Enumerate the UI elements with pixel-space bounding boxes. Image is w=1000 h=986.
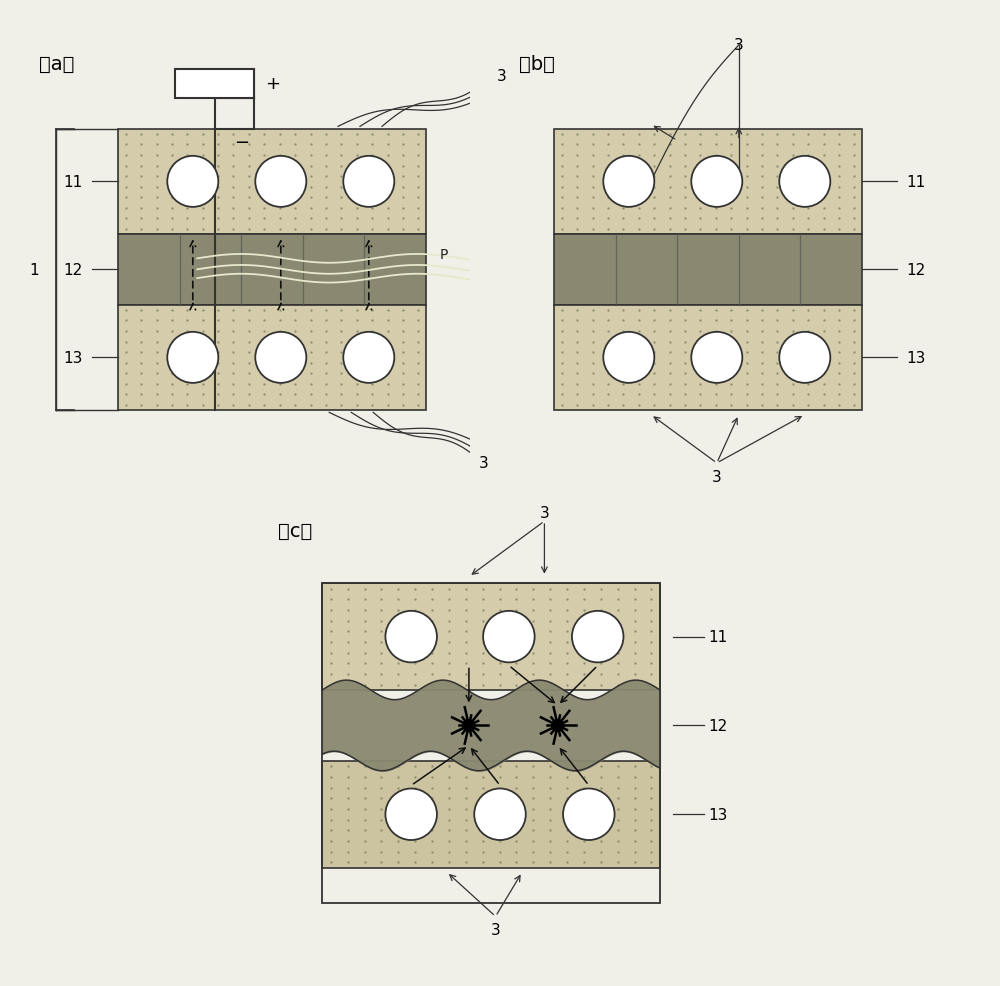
Bar [118,235,426,306]
Bar [554,306,862,411]
Text: −: − [234,134,249,152]
Text: 3: 3 [479,456,489,471]
Text: （c）: （c） [278,522,312,540]
Circle shape [552,720,564,732]
Circle shape [343,332,394,384]
Text: 12: 12 [906,262,925,278]
Circle shape [255,332,306,384]
Bar [554,129,862,235]
Bar [322,761,660,868]
Text: 12: 12 [709,718,728,734]
Circle shape [343,157,394,208]
Bar [118,306,426,411]
Text: （a）: （a） [39,54,74,74]
Text: （b）: （b） [519,54,555,74]
Circle shape [463,720,475,732]
Circle shape [167,332,218,384]
Bar [175,70,254,99]
Bar [118,129,426,235]
Text: 3: 3 [540,505,549,521]
Text: 13: 13 [63,350,83,366]
Text: 11: 11 [906,175,925,189]
Circle shape [255,157,306,208]
Circle shape [572,611,623,663]
Circle shape [385,789,437,840]
Circle shape [691,157,742,208]
Text: 11: 11 [64,175,83,189]
Circle shape [167,157,218,208]
Bar [322,584,660,903]
Text: 3: 3 [491,922,500,938]
Circle shape [563,789,615,840]
Text: +: + [265,75,280,94]
Text: 3: 3 [712,469,722,484]
Text: 3: 3 [734,38,744,53]
Circle shape [385,611,437,663]
Text: 12: 12 [64,262,83,278]
Bar [554,235,862,306]
Text: 11: 11 [709,629,728,645]
Text: 3: 3 [496,69,506,84]
Circle shape [474,789,526,840]
Circle shape [603,157,654,208]
Text: 13: 13 [906,350,925,366]
Circle shape [483,611,535,663]
Circle shape [603,332,654,384]
Circle shape [779,157,830,208]
Text: 13: 13 [709,807,728,822]
Circle shape [779,332,830,384]
Text: P: P [439,248,448,262]
Bar [322,584,660,690]
Text: 1: 1 [30,262,39,278]
Circle shape [691,332,742,384]
